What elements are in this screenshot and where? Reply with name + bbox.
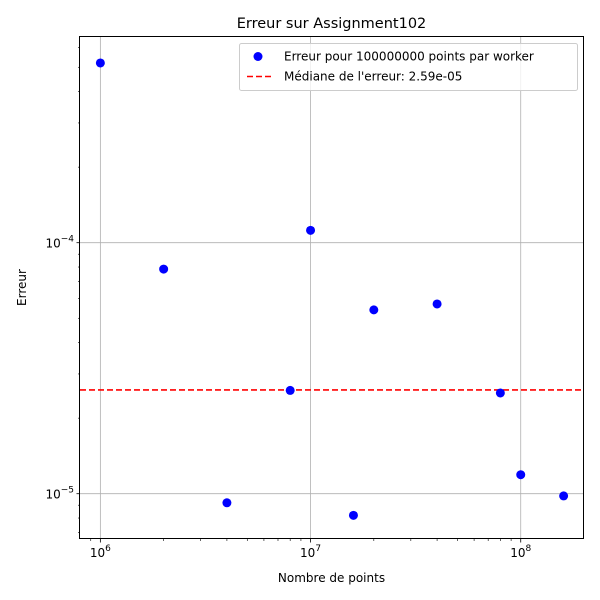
grid-lines (80, 37, 584, 539)
data-point (516, 470, 526, 480)
y-axis-label: Erreur (15, 269, 29, 306)
data-point (432, 299, 442, 309)
x-axis-label: Nombre de points (278, 571, 385, 585)
data-point (559, 491, 569, 501)
data-point (306, 225, 316, 235)
data-points (95, 58, 569, 520)
y-tick-label: 10−4 (45, 235, 74, 251)
data-point (159, 264, 169, 274)
x-tick-label: 108 (510, 544, 531, 560)
legend-marker-scatter (253, 52, 263, 61)
data-point (285, 385, 295, 395)
chart-title: Erreur sur Assignment102 (237, 16, 427, 32)
plot-frame (79, 36, 584, 539)
legend-label-median: Médiane de l'erreur: 2.59e-05 (284, 70, 462, 84)
y-axis-ticks: 10−5 10−4 (45, 47, 80, 533)
legend-box (239, 43, 578, 91)
x-axis-ticks: 106 107 108 (90, 539, 532, 560)
x-tick-label: 106 (90, 544, 111, 560)
legend-label-scatter: Erreur pour 100000000 points par worker (284, 50, 534, 64)
data-point (222, 498, 232, 508)
x-tick-label: 107 (300, 544, 321, 560)
data-point (95, 58, 105, 68)
y-tick-label: 10−5 (45, 486, 74, 502)
data-point (495, 388, 505, 398)
data-point (369, 305, 379, 315)
data-point (348, 510, 358, 520)
legend: Erreur pour 100000000 points par worker … (239, 43, 578, 91)
